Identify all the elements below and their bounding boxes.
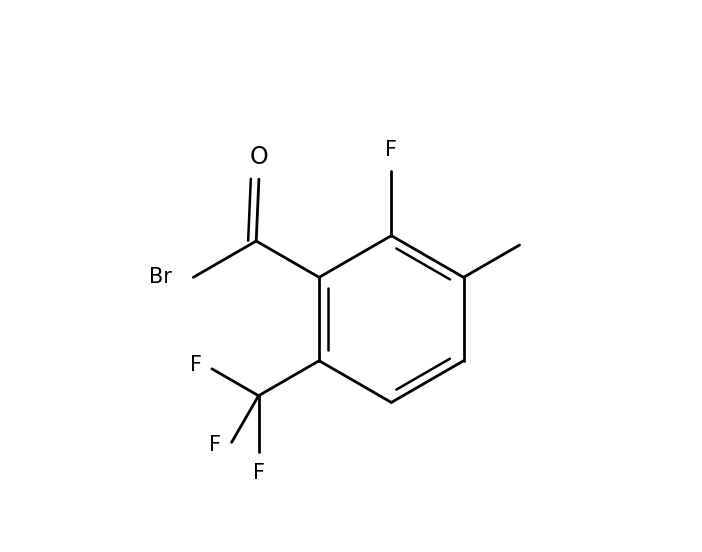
Text: Br: Br — [149, 267, 171, 288]
Text: F: F — [385, 140, 397, 160]
Text: F: F — [209, 435, 222, 455]
Text: F: F — [190, 354, 201, 374]
Text: F: F — [253, 463, 265, 482]
Text: O: O — [249, 145, 268, 168]
